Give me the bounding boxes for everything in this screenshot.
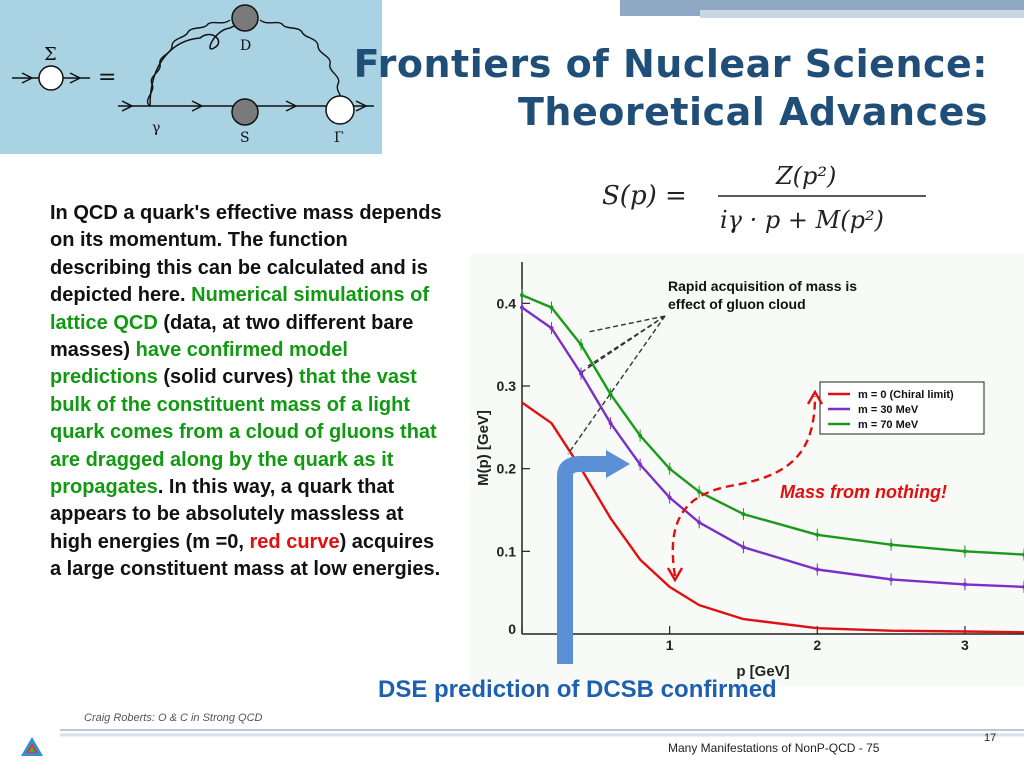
s-label: S — [240, 130, 250, 146]
data-point — [549, 305, 554, 310]
y-tick-label-zero: 0 — [508, 621, 516, 637]
mass-arrow — [671, 395, 817, 577]
data-point — [889, 577, 894, 582]
legend-label: m = 70 MeV — [858, 419, 919, 431]
footer-title: Many Manifestations of NonP-QCD - 75 — [668, 741, 880, 755]
data-point — [520, 305, 524, 310]
blue-arrow — [557, 456, 608, 664]
big-gamma-label: Γ — [334, 130, 344, 146]
x-tick-label: 1 — [666, 637, 674, 653]
chart-background — [470, 254, 1024, 686]
data-point — [667, 466, 672, 471]
chart-annotation-line1: Rapid acquisition of mass is — [668, 278, 857, 294]
annotation-arrow — [567, 315, 666, 455]
mass-function-chart: 0.1 0.2 0.3 0.4 0 1 2 3 p [GeV] M(p) [GeV] m = 0 (… — [470, 254, 1024, 686]
body-text-lattice: Numerical simulations of lattice QCD — [50, 284, 429, 334]
gamma-label: γ — [152, 120, 160, 136]
footer-author: Craig Roberts: O & C in Strong QCD — [84, 712, 263, 724]
mass-arrow-head-bottom — [666, 567, 684, 583]
body-text-9: ) acquires a large constituent mass at l… — [50, 530, 441, 581]
data-point — [697, 520, 702, 525]
data-point — [815, 567, 820, 572]
formula-denominator: iγ · p + M(p²) — [720, 206, 884, 234]
dse-caption: DSE prediction of DCSB confirmed — [378, 676, 777, 703]
x-axis-label: p [GeV] — [736, 663, 789, 680]
mass-arrow-head-top — [806, 389, 824, 405]
x-tick-label: 2 — [813, 637, 821, 653]
equals-sign: = — [98, 65, 116, 90]
data-point — [962, 549, 967, 554]
body-text-confirmed: have confirmed model predictions — [50, 339, 348, 389]
top-accent-bar-light — [700, 10, 1024, 18]
body-text-3: (data, at two different bare masses) — [50, 311, 414, 362]
annotation-arrow — [581, 315, 666, 373]
body-text-gluon-cloud: that the vast bulk of the constituent ma… — [50, 366, 437, 499]
sigma-label: Σ — [44, 44, 57, 65]
legend-label: m = 0 (Chiral limit) — [858, 389, 954, 401]
data-point — [520, 293, 524, 298]
blue-arrow-head — [606, 450, 630, 478]
y-axis-label: M(p) [GeV] — [475, 410, 492, 486]
body-text-1: In QCD a quark's effective mass depends … — [50, 202, 442, 307]
lab-logo-icon — [21, 737, 43, 756]
annotation-arrow — [587, 315, 666, 367]
y-tick-label: 0.1 — [497, 543, 517, 559]
slide-title: Frontiers of Nuclear Science: Theoretica… — [348, 40, 988, 136]
data-point — [741, 512, 746, 517]
series-line-2 — [521, 293, 1024, 556]
y-tick-label: 0.2 — [497, 461, 517, 477]
body-text-5: (solid curves) — [157, 366, 299, 389]
mass-from-nothing-label: Mass from nothing! — [780, 482, 947, 502]
x-tick-label: 3 — [961, 637, 969, 653]
annotation-arrow — [587, 315, 666, 333]
body-text-red-curve: red curve — [249, 530, 340, 553]
y-tick-label: 0.3 — [497, 378, 517, 394]
d-vertex — [231, 4, 259, 32]
title-line-1: Frontiers of Nuclear Science: — [353, 42, 988, 86]
y-tick-label: 0.4 — [497, 295, 517, 311]
gamma-vertex — [325, 95, 355, 125]
data-point — [889, 542, 894, 547]
title-line-2: Theoretical Advances — [518, 90, 988, 134]
data-point — [579, 342, 584, 347]
data-point — [741, 545, 746, 550]
body-text-7: . In this way, a quark that appears to b… — [50, 476, 404, 553]
body-paragraph: In QCD a quark's effective mass depends … — [50, 200, 450, 584]
data-point — [638, 433, 643, 438]
data-point — [962, 582, 967, 587]
d-label: D — [240, 38, 251, 54]
data-point — [697, 489, 702, 494]
footer-lines — [60, 729, 1024, 737]
propagator-formula: S(p) = Z(p²) iγ · p + M(p²) — [602, 162, 926, 234]
sigma-vertex — [38, 65, 64, 91]
feynman-diagram: Σ = D S Γ γ — [0, 0, 382, 154]
feynman-diagram-svg: Σ = D S Γ γ — [12, 4, 374, 146]
data-point — [815, 532, 820, 537]
formula-lhs: S(p) = — [602, 181, 687, 211]
data-point — [638, 462, 643, 467]
data-point — [667, 495, 672, 500]
data-point — [579, 371, 584, 376]
chart-annotation-line2: effect of gluon cloud — [668, 296, 806, 312]
page-number: 17 — [984, 732, 997, 744]
legend-label: m = 30 MeV — [858, 404, 919, 416]
data-point — [549, 326, 554, 331]
data-point — [608, 421, 613, 426]
formula-numerator: Z(p²) — [775, 162, 836, 190]
s-vertex — [231, 98, 259, 126]
